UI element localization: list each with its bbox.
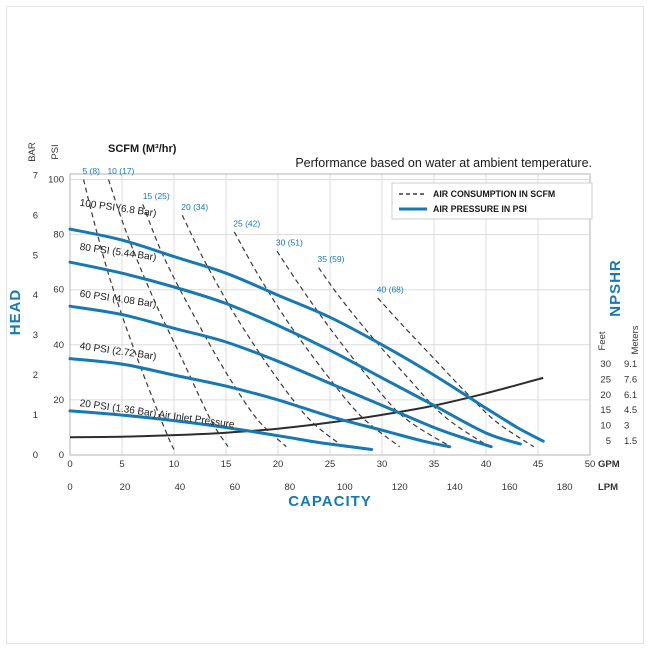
air-consumption-curve xyxy=(82,179,175,450)
gpm-tick-label: 10 xyxy=(169,459,180,470)
air-pressure-curve xyxy=(68,357,452,449)
feet-axis-label: Feet xyxy=(597,331,608,350)
psi-tick-label: 60 xyxy=(53,285,64,296)
legend-air-consumption-label: AIR CONSUMPTION IN SCFM xyxy=(433,189,555,199)
bar-tick-label: 2 xyxy=(33,370,38,381)
plot-border xyxy=(69,173,591,456)
bar-axis-label: BAR xyxy=(27,142,38,162)
air-consumption-curve xyxy=(181,215,344,448)
gpm-tick-label: 25 xyxy=(325,459,336,470)
lpm-tick-label: 120 xyxy=(392,482,408,493)
bar-tick-label: 5 xyxy=(33,250,38,261)
bar-tick-label: 4 xyxy=(33,290,38,301)
gpm-tick-label: 40 xyxy=(481,459,492,470)
npshr-curve xyxy=(69,376,544,439)
lpm-tick-label: 60 xyxy=(230,482,241,493)
lpm-tick-label: 180 xyxy=(557,482,573,493)
gpm-tick-label: 20 xyxy=(273,459,284,470)
gpm-tick-label: 45 xyxy=(533,459,544,470)
psi-tick-label: 40 xyxy=(53,340,64,351)
meters-axis-label: Meters xyxy=(630,325,641,354)
npshr-feet-tick-label: 10 xyxy=(600,421,611,432)
legend-box xyxy=(391,182,593,220)
pressure-curve-label: 60 PSI (4.08 Bar) xyxy=(79,289,157,311)
npshr-feet-tick-label: 25 xyxy=(600,374,611,385)
pressure-curve-label: 100 PSI (6.8 Bar) xyxy=(79,198,157,220)
npshr-feet-tick-label: 30 xyxy=(600,359,611,370)
lpm-tick-label: 0 xyxy=(67,482,72,493)
lpm-tick-label: 80 xyxy=(285,482,296,493)
head-axis-title: HEAD xyxy=(7,289,24,336)
gpm-unit-label: GPM xyxy=(598,459,620,470)
npshr-feet-tick-label: 5 xyxy=(606,436,611,447)
legend-air-pressure-label: AIR PRESSURE IN PSI xyxy=(433,204,527,214)
scfm-curve-label: 15 (25) xyxy=(143,191,170,201)
air-consumption-curve xyxy=(377,297,535,448)
gpm-tick-label: 30 xyxy=(377,459,388,470)
scfm-units-header: SCFM (M³/hr) xyxy=(108,143,177,155)
npshr-meters-tick-label: 3 xyxy=(624,421,629,432)
capacity-axis-title: CAPACITY xyxy=(288,493,372,510)
scfm-curve-label: 40 (68) xyxy=(377,284,404,294)
npshr-meters-tick-label: 7.6 xyxy=(624,374,637,385)
scfm-curve-label: 5 (8) xyxy=(82,166,100,176)
bar-tick-label: 1 xyxy=(33,410,38,421)
npshr-feet-tick-label: 15 xyxy=(600,405,611,416)
legend: AIR CONSUMPTION IN SCFM AIR PRESSURE IN … xyxy=(391,182,593,220)
air-pressure-curve xyxy=(68,227,545,443)
psi-tick-label: 0 xyxy=(59,450,64,461)
npshr-feet-tick-label: 20 xyxy=(600,390,611,401)
psi-tick-label: 20 xyxy=(53,395,64,406)
psi-tick-label: 80 xyxy=(53,230,64,241)
air-pressure-curve xyxy=(68,260,522,446)
air-pressure-curve xyxy=(68,304,493,449)
lpm-tick-label: 140 xyxy=(447,482,463,493)
npshr-meters-tick-label: 1.5 xyxy=(624,436,637,447)
bar-tick-label: 0 xyxy=(33,450,38,461)
gpm-tick-label: 0 xyxy=(67,459,72,470)
air-pressure-curve xyxy=(68,409,374,451)
air-consumption-curve xyxy=(318,267,490,448)
npshr-meters-tick-label: 6.1 xyxy=(624,390,637,401)
psi-tick-label: 100 xyxy=(48,175,64,186)
scfm-curve-label: 30 (51) xyxy=(276,238,303,248)
bar-tick-label: 6 xyxy=(33,210,38,221)
pressure-curve-label: 80 PSI (5.44 Bar) xyxy=(79,242,157,264)
gpm-tick-label: 15 xyxy=(221,459,232,470)
gpm-tick-label: 35 xyxy=(429,459,440,470)
psi-axis-label: PSI xyxy=(50,144,61,159)
lpm-tick-label: 40 xyxy=(175,482,186,493)
bar-tick-label: 3 xyxy=(33,330,38,341)
scfm-curve-label: 35 (59) xyxy=(318,254,345,264)
npshr-meters-tick-label: 9.1 xyxy=(624,359,637,370)
npshr-meters-tick-label: 4.5 xyxy=(624,405,637,416)
chart-title: Performance based on water at ambient te… xyxy=(295,156,592,170)
bar-tick-label: 7 xyxy=(33,170,38,181)
scfm-curve-label: 20 (34) xyxy=(181,202,208,212)
gpm-tick-label: 5 xyxy=(119,459,124,470)
lpm-tick-label: 100 xyxy=(337,482,353,493)
lpm-tick-label: 20 xyxy=(120,482,131,493)
gpm-tick-label: 50 xyxy=(585,459,596,470)
npshr-axis-title: NPSHR xyxy=(607,259,624,317)
air-consumption-curve xyxy=(276,250,451,448)
air-consumption-curve xyxy=(107,179,229,448)
lpm-unit-label: LPM xyxy=(598,482,618,493)
scfm-curve-label: 10 (17) xyxy=(107,166,134,176)
lpm-tick-label: 160 xyxy=(502,482,518,493)
air-consumption-curve xyxy=(233,231,401,448)
scfm-curve-label: 25 (42) xyxy=(233,218,260,228)
